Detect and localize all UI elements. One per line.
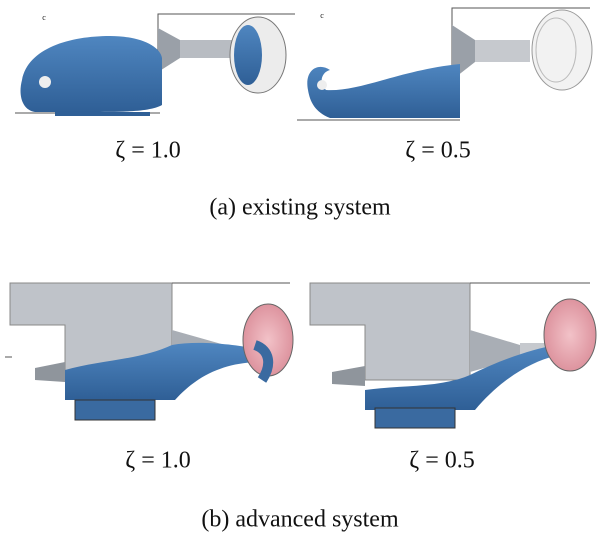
sim-image-b1	[5, 283, 293, 420]
case-label: ζ = 0.5	[409, 448, 474, 474]
figure: c c ζ = 1.0 ζ = 0.5 (a)	[0, 0, 600, 536]
sim-image-b2	[310, 283, 596, 428]
svg-text:c: c	[42, 13, 46, 22]
case-label: ζ = 1.0	[125, 448, 190, 474]
case-label: ζ = 1.0	[115, 138, 180, 164]
caption: (b) advanced system	[201, 507, 399, 533]
case-label: ζ = 0.5	[405, 138, 470, 164]
sim-image-a2: c	[297, 8, 592, 120]
sim-image-a1: c	[15, 13, 295, 116]
caption: (a) existing system	[209, 195, 391, 221]
svg-text:c: c	[320, 11, 324, 20]
